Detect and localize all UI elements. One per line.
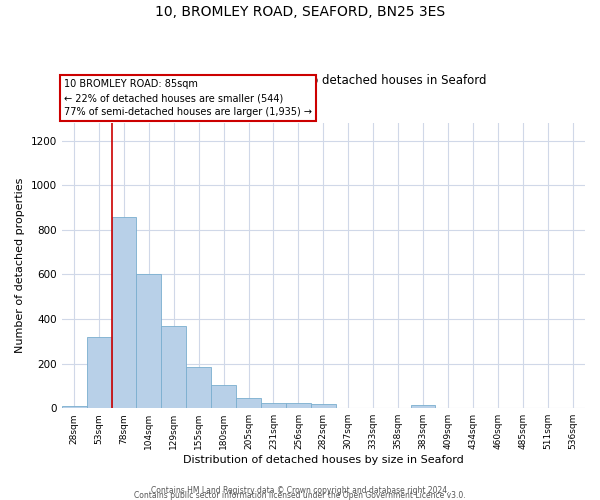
- Bar: [136, 274, 161, 408]
- Bar: [211, 385, 236, 408]
- Text: 10, BROMLEY ROAD, SEAFORD, BN25 3ES: 10, BROMLEY ROAD, SEAFORD, BN25 3ES: [155, 5, 445, 19]
- Bar: [62, 406, 86, 408]
- Title: Size of property relative to detached houses in Seaford: Size of property relative to detached ho…: [160, 74, 487, 87]
- Bar: [261, 404, 286, 408]
- Bar: [186, 367, 211, 408]
- Bar: [311, 404, 336, 408]
- Bar: [286, 404, 311, 408]
- Text: Contains HM Land Registry data © Crown copyright and database right 2024.: Contains HM Land Registry data © Crown c…: [151, 486, 449, 495]
- Y-axis label: Number of detached properties: Number of detached properties: [15, 178, 25, 353]
- Bar: [112, 216, 136, 408]
- Bar: [410, 405, 436, 408]
- Text: Contains public sector information licensed under the Open Government Licence v3: Contains public sector information licen…: [134, 491, 466, 500]
- Bar: [236, 398, 261, 408]
- Bar: [161, 326, 186, 408]
- Text: 10 BROMLEY ROAD: 85sqm
← 22% of detached houses are smaller (544)
77% of semi-de: 10 BROMLEY ROAD: 85sqm ← 22% of detached…: [64, 79, 312, 117]
- X-axis label: Distribution of detached houses by size in Seaford: Distribution of detached houses by size …: [183, 455, 464, 465]
- Bar: [86, 337, 112, 408]
